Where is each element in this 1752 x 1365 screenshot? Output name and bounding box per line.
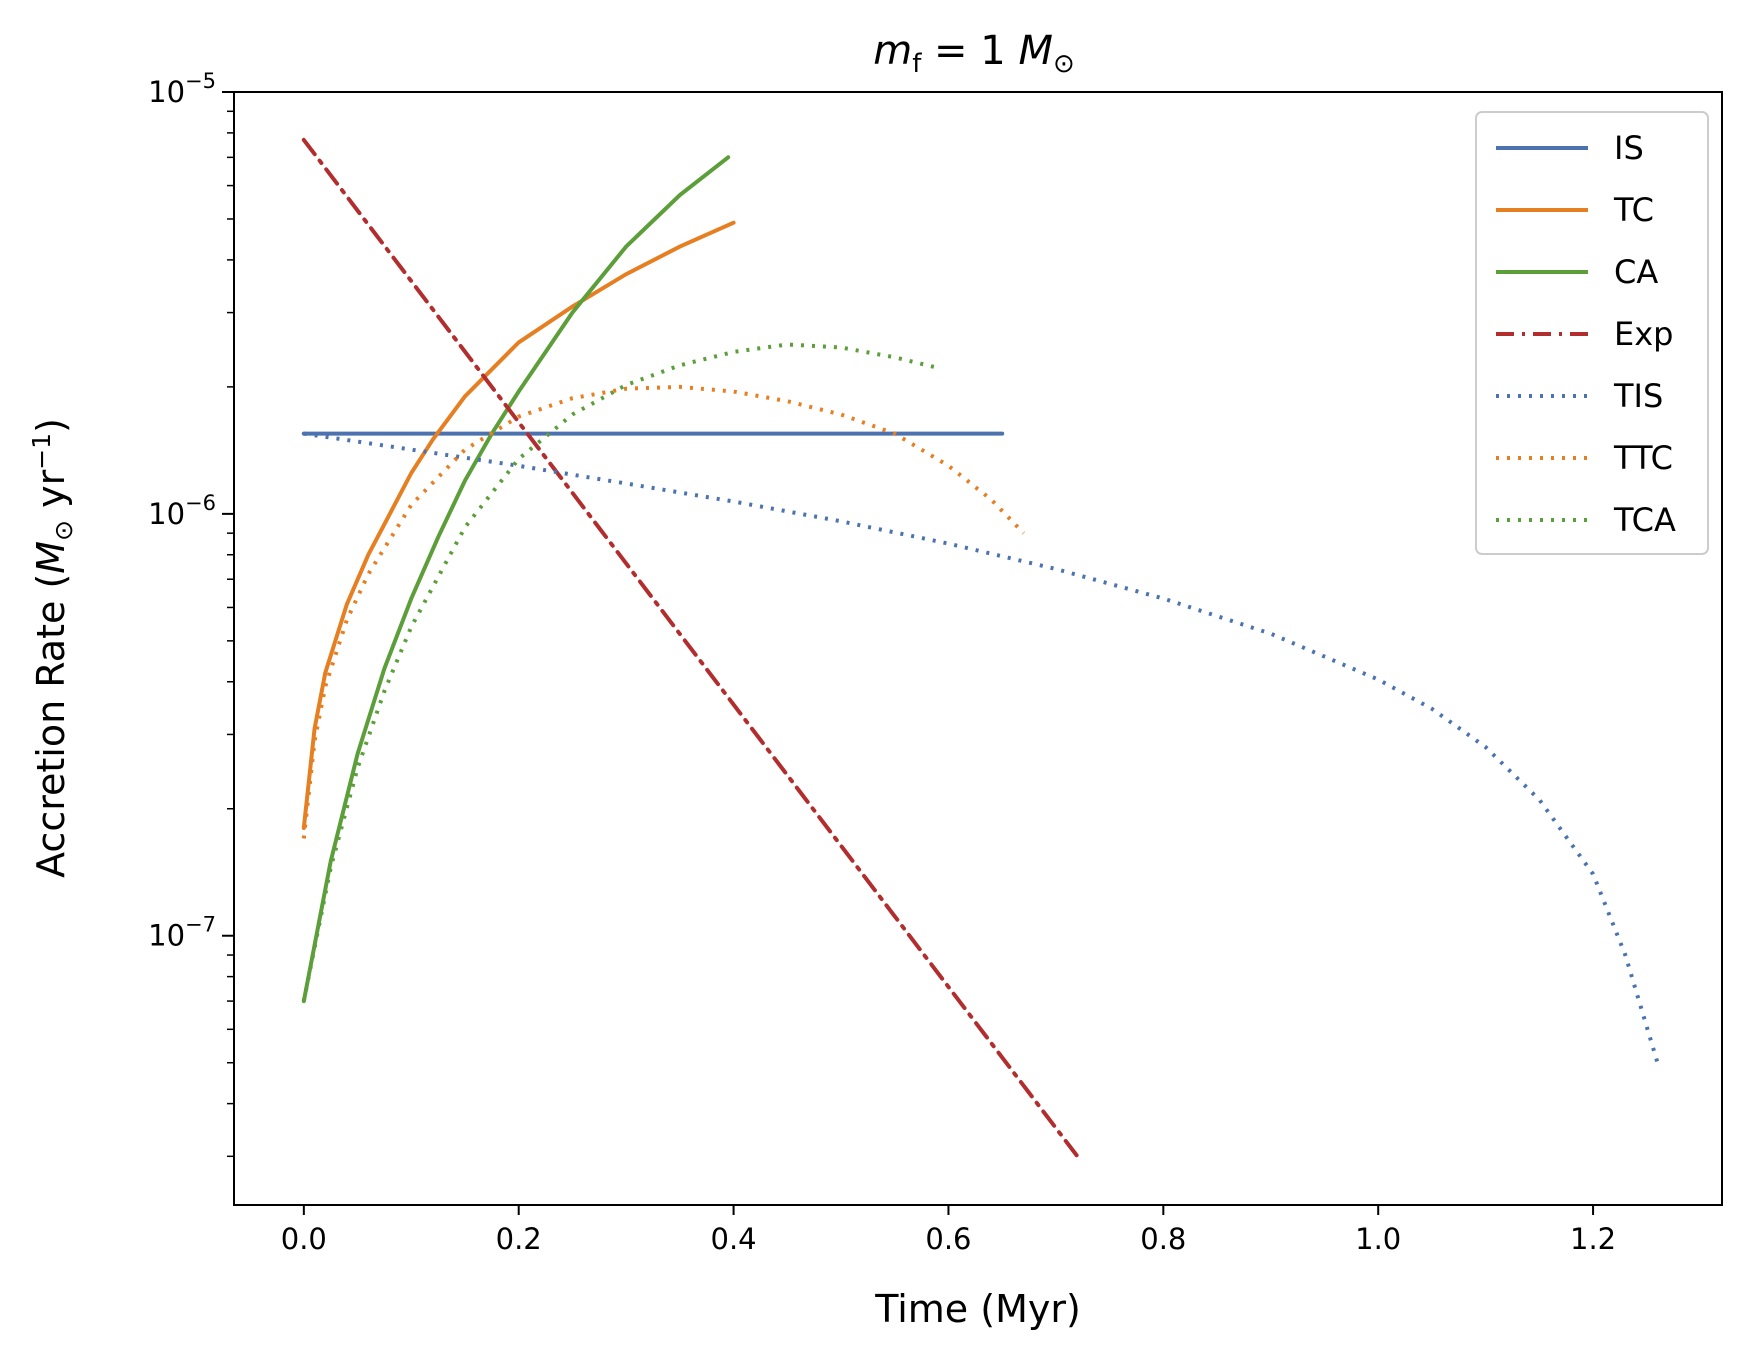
x-axis-title: Time (Myr): [874, 1287, 1081, 1331]
ticks-layer: 0.0 0.2 0.4 0.6 0.8 1.0 1.2 10−5 10−6 10−7: [148, 69, 1616, 1256]
chart-title: mf = 1 M⊙: [873, 28, 1075, 79]
series-line-ttc: [301, 384, 1026, 839]
legend-box: [1475, 111, 1709, 555]
legend-label-ttc: TTC: [1613, 439, 1673, 477]
y-tick-label: 10−6: [148, 491, 216, 531]
x-tick-label: 0.2: [496, 1222, 542, 1256]
legend-label-is: IS: [1614, 129, 1644, 167]
x-tick-label: 1.2: [1570, 1222, 1616, 1256]
legend-label-exp: Exp: [1614, 315, 1673, 353]
series-line-tca: [301, 342, 939, 1002]
x-tick-label: 0.8: [1140, 1222, 1186, 1256]
series-line-exp: [301, 137, 1080, 1159]
series-line-tis: [303, 431, 1660, 1064]
x-tick-label: 0.4: [711, 1222, 757, 1256]
plot-area: [233, 91, 1723, 1206]
y-axis-title: Accretion Rate (M⊙ yr−1): [27, 418, 78, 878]
x-tick-label: 0.0: [281, 1222, 327, 1256]
series-line-tc: [301, 220, 736, 830]
x-tick-label: 1.0: [1355, 1222, 1401, 1256]
series-line-ca: [301, 155, 731, 1004]
x-tick-label: 0.6: [925, 1222, 971, 1256]
y-tick-label: 10−5: [148, 69, 216, 109]
y-tick-label: 10−7: [148, 913, 216, 953]
series-layer: [301, 137, 1660, 1159]
legend-label-ca: CA: [1614, 253, 1658, 291]
legend: IS TC CA Exp TIS TTC TCA: [1475, 111, 1709, 555]
legend-label-tca: TCA: [1613, 501, 1676, 539]
legend-label-tc: TC: [1613, 191, 1654, 229]
legend-label-tis: TIS: [1613, 377, 1663, 415]
